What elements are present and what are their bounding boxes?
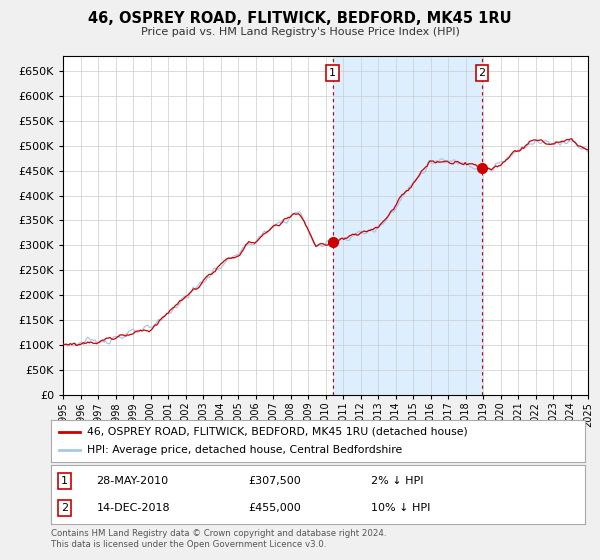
Text: 2% ↓ HPI: 2% ↓ HPI bbox=[371, 475, 424, 486]
Text: 1: 1 bbox=[329, 68, 336, 78]
Text: £455,000: £455,000 bbox=[248, 503, 301, 513]
Text: £307,500: £307,500 bbox=[248, 475, 301, 486]
Text: 28-MAY-2010: 28-MAY-2010 bbox=[97, 475, 169, 486]
Text: 10% ↓ HPI: 10% ↓ HPI bbox=[371, 503, 431, 513]
Text: 1: 1 bbox=[61, 475, 68, 486]
Text: Contains HM Land Registry data © Crown copyright and database right 2024.
This d: Contains HM Land Registry data © Crown c… bbox=[51, 529, 386, 549]
Text: 14-DEC-2018: 14-DEC-2018 bbox=[97, 503, 170, 513]
Text: 46, OSPREY ROAD, FLITWICK, BEDFORD, MK45 1RU (detached house): 46, OSPREY ROAD, FLITWICK, BEDFORD, MK45… bbox=[88, 427, 468, 437]
Text: 46, OSPREY ROAD, FLITWICK, BEDFORD, MK45 1RU: 46, OSPREY ROAD, FLITWICK, BEDFORD, MK45… bbox=[88, 11, 512, 26]
Text: 2: 2 bbox=[479, 68, 485, 78]
Bar bbox=[332, 56, 482, 395]
Text: Price paid vs. HM Land Registry's House Price Index (HPI): Price paid vs. HM Land Registry's House … bbox=[140, 27, 460, 37]
Text: HPI: Average price, detached house, Central Bedfordshire: HPI: Average price, detached house, Cent… bbox=[88, 445, 403, 455]
Text: 2: 2 bbox=[61, 503, 68, 513]
